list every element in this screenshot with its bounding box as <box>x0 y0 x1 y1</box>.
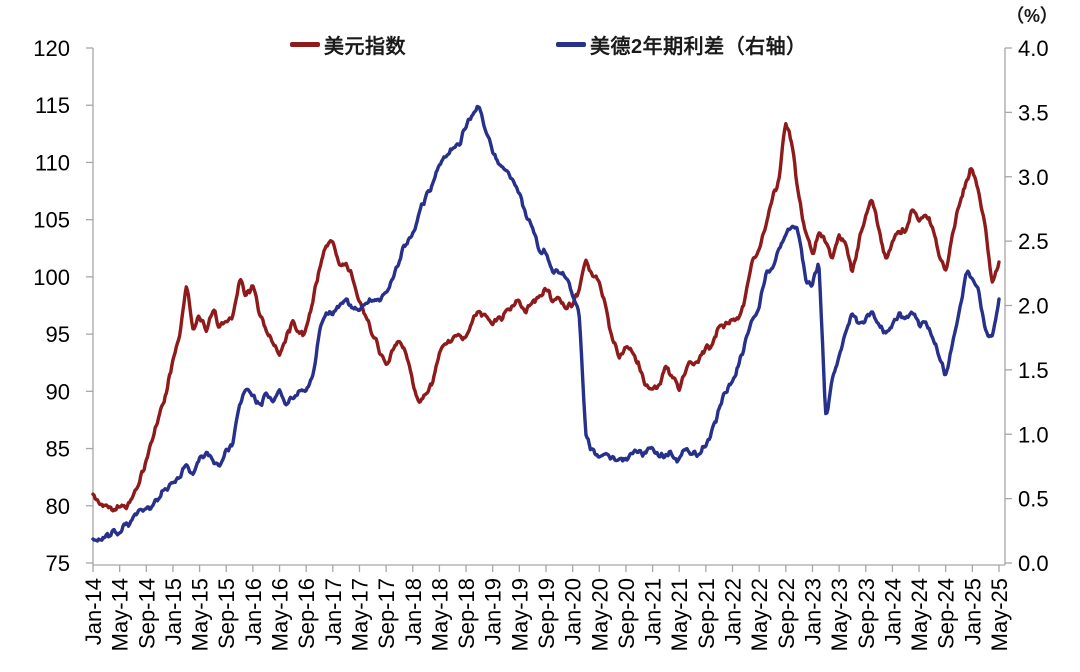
x-axis-tick-label: Jan-17 <box>321 578 346 645</box>
left-axis-tick-label: 75 <box>46 551 70 576</box>
right-axis-tick-label: 1.5 <box>1018 358 1049 383</box>
right-axis-tick-label: 4.0 <box>1018 36 1049 61</box>
x-axis-tick-label: May-16 <box>268 578 293 651</box>
x-axis-tick-label: May-15 <box>188 578 213 651</box>
right-axis-tick-label: 2.5 <box>1018 229 1049 254</box>
usd-index-line-swatch <box>290 41 320 47</box>
series-line-usd-index <box>91 122 1001 513</box>
left-axis-tick-label: 85 <box>46 437 70 462</box>
legend-item-usd-index: 美元指数 <box>290 32 406 58</box>
x-axis-tick-label: May-23 <box>827 578 852 651</box>
x-axis-tick-label: Sep-23 <box>854 578 879 649</box>
x-axis-tick-label: May-22 <box>747 578 772 651</box>
left-axis-tick-label: 120 <box>33 36 70 61</box>
x-axis-tick-label: Sep-20 <box>614 578 639 649</box>
x-axis-tick-label: Sep-17 <box>374 578 399 649</box>
x-axis-tick-label: May-25 <box>987 578 1012 651</box>
x-axis-tick-label: May-19 <box>507 578 532 651</box>
x-axis-tick-label: May-24 <box>907 578 932 651</box>
x-axis-tick-label: Jan-19 <box>481 578 506 645</box>
x-axis-tick-label: May-18 <box>427 578 452 651</box>
x-axis-tick-label: Jan-16 <box>241 578 266 645</box>
x-axis-tick-label: Sep-18 <box>454 578 479 649</box>
x-axis-tick-label: Jan-23 <box>800 578 825 645</box>
x-axis-tick-label: Jan-24 <box>880 578 905 645</box>
legend-label-usd-index: 美元指数 <box>324 35 406 58</box>
legend-item-us-de-spread: 美德2年期利差（右轴） <box>556 32 807 58</box>
x-axis-tick-label: Jan-21 <box>641 578 666 645</box>
x-axis-tick-label: May-21 <box>667 578 692 651</box>
right-axis-tick-label: 0.5 <box>1018 487 1049 512</box>
x-axis-tick-label: Sep-16 <box>294 578 319 649</box>
right-axis-unit-label: （%） <box>1006 6 1059 26</box>
left-axis-tick-label: 110 <box>35 150 70 175</box>
x-axis-tick-label: Sep-15 <box>214 578 239 649</box>
x-axis-tick-label: Jan-22 <box>721 578 746 645</box>
x-axis-tick-label: Sep-14 <box>134 578 159 649</box>
left-axis-tick-label: 105 <box>33 208 70 233</box>
x-axis-tick-label: Sep-24 <box>934 578 959 649</box>
series-line-us-de-2y-spread <box>91 104 1001 543</box>
left-axis-tick-label: 95 <box>46 322 70 347</box>
x-axis-tick-label: Sep-21 <box>694 578 719 649</box>
left-axis-tick-label: 80 <box>46 494 70 519</box>
x-axis-tick-label: Jan-18 <box>401 578 426 645</box>
x-axis-tick-label: Sep-19 <box>534 578 559 649</box>
x-axis-tick-label: Jan-14 <box>81 578 106 645</box>
x-axis-tick-label: May-17 <box>347 578 372 651</box>
right-axis-tick-label: 2.0 <box>1018 294 1049 319</box>
left-axis-tick-label: 90 <box>46 379 70 404</box>
right-axis-tick-label: 3.0 <box>1018 165 1049 190</box>
left-axis-tick-label: 115 <box>35 93 70 118</box>
right-axis-tick-label: 1.0 <box>1018 422 1049 447</box>
x-axis-tick-label: May-20 <box>587 578 612 651</box>
us-de-spread-line-swatch <box>556 41 586 47</box>
left-axis-tick-label: 100 <box>33 265 70 290</box>
x-axis-tick-label: May-14 <box>108 578 133 651</box>
right-axis-tick-label: 0.0 <box>1018 551 1049 576</box>
x-axis-tick-label: Jan-20 <box>561 578 586 645</box>
right-axis-tick-label: 3.5 <box>1018 100 1049 125</box>
x-axis-tick-label: Sep-22 <box>774 578 799 649</box>
x-axis-tick-label: Jan-15 <box>161 578 186 645</box>
x-axis-tick-label: Jan-25 <box>960 578 985 645</box>
legend-label-us-de-spread: 美德2年期利差（右轴） <box>590 35 807 58</box>
